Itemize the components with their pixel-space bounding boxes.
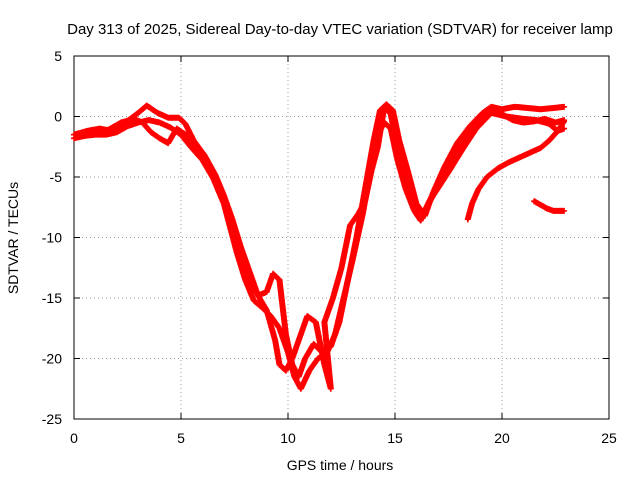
x-tick-label: 25: [601, 430, 617, 446]
y-tick-label: 5: [54, 48, 62, 64]
chart-title: Day 313 of 2025, Sidereal Day-to-day VTE…: [67, 21, 613, 38]
data-point: [561, 118, 568, 125]
y-tick-label: -15: [42, 290, 62, 306]
series-track-4: [464, 118, 568, 223]
axis-ticks: 0 5 10 15 20 25 -25 -20 -15 -10 -5 0 5: [42, 48, 617, 446]
data-point: [561, 103, 568, 110]
y-tick-label: -10: [42, 230, 62, 246]
x-axis-label: GPS time / hours: [287, 457, 394, 473]
y-tick-label: -25: [42, 411, 62, 427]
x-tick-label: 5: [177, 430, 185, 446]
y-tick-label: 0: [54, 109, 62, 125]
series-track-5: [531, 198, 568, 214]
y-tick-label: -20: [42, 351, 62, 367]
x-tick-label: 0: [70, 430, 78, 446]
y-tick-label: -5: [50, 169, 63, 185]
x-tick-label: 10: [280, 430, 296, 446]
x-tick-label: 20: [494, 430, 510, 446]
x-tick-label: 15: [387, 430, 403, 446]
y-axis-label: SDTVAR / TECUs: [5, 182, 21, 294]
data-point: [561, 207, 568, 214]
series-track-3: [79, 103, 568, 392]
data-series: [71, 101, 568, 392]
